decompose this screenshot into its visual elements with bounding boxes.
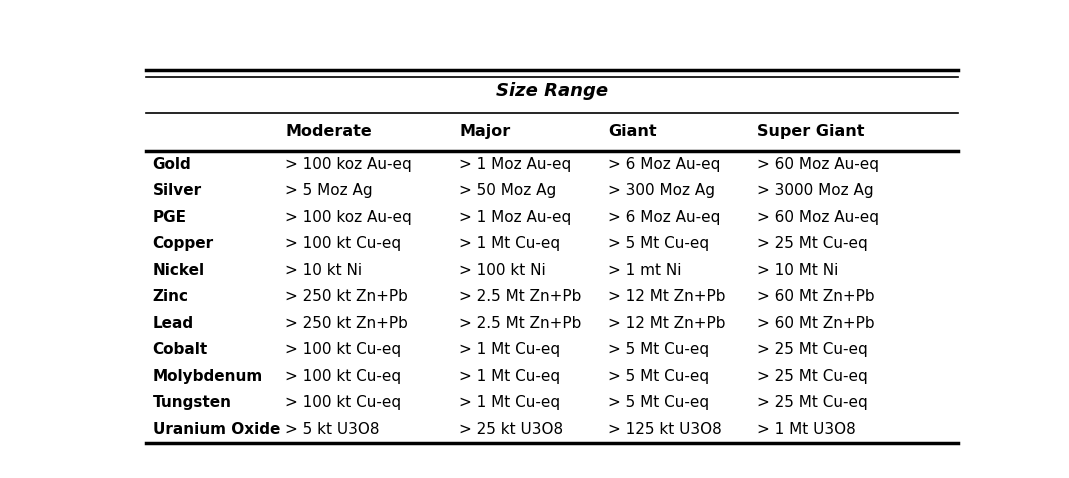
Text: > 25 Mt Cu-eq: > 25 Mt Cu-eq xyxy=(758,237,868,251)
Text: > 100 kt Cu-eq: > 100 kt Cu-eq xyxy=(285,237,401,251)
Text: > 5 kt U3O8: > 5 kt U3O8 xyxy=(285,422,379,437)
Text: > 1 Mt Cu-eq: > 1 Mt Cu-eq xyxy=(460,395,560,411)
Text: Moderate: Moderate xyxy=(285,124,372,140)
Text: > 250 kt Zn+Pb: > 250 kt Zn+Pb xyxy=(285,316,408,331)
Text: Nickel: Nickel xyxy=(153,263,205,278)
Text: > 1 Mt Cu-eq: > 1 Mt Cu-eq xyxy=(460,237,560,251)
Text: Gold: Gold xyxy=(153,157,191,172)
Text: Cobalt: Cobalt xyxy=(153,342,208,358)
Text: Zinc: Zinc xyxy=(153,290,189,304)
Text: Tungsten: Tungsten xyxy=(153,395,232,411)
Text: Giant: Giant xyxy=(608,124,657,140)
Text: > 6 Moz Au-eq: > 6 Moz Au-eq xyxy=(608,210,721,225)
Text: > 60 Mt Zn+Pb: > 60 Mt Zn+Pb xyxy=(758,316,876,331)
Text: > 100 kt Cu-eq: > 100 kt Cu-eq xyxy=(285,369,401,384)
Text: PGE: PGE xyxy=(153,210,187,225)
Text: > 1 Moz Au-eq: > 1 Moz Au-eq xyxy=(460,210,572,225)
Text: > 100 koz Au-eq: > 100 koz Au-eq xyxy=(285,157,412,172)
Text: > 5 Mt Cu-eq: > 5 Mt Cu-eq xyxy=(608,342,710,358)
Text: > 125 kt U3O8: > 125 kt U3O8 xyxy=(608,422,722,437)
Text: > 60 Mt Zn+Pb: > 60 Mt Zn+Pb xyxy=(758,290,876,304)
Text: > 250 kt Zn+Pb: > 250 kt Zn+Pb xyxy=(285,290,408,304)
Text: > 25 kt U3O8: > 25 kt U3O8 xyxy=(460,422,563,437)
Text: > 100 kt Cu-eq: > 100 kt Cu-eq xyxy=(285,395,401,411)
Text: Copper: Copper xyxy=(153,237,214,251)
Text: > 100 koz Au-eq: > 100 koz Au-eq xyxy=(285,210,412,225)
Text: > 10 Mt Ni: > 10 Mt Ni xyxy=(758,263,839,278)
Text: Uranium Oxide: Uranium Oxide xyxy=(153,422,280,437)
Text: > 60 Moz Au-eq: > 60 Moz Au-eq xyxy=(758,157,880,172)
Text: Super Giant: Super Giant xyxy=(758,124,865,140)
Text: > 6 Moz Au-eq: > 6 Moz Au-eq xyxy=(608,157,721,172)
Text: > 1 Mt U3O8: > 1 Mt U3O8 xyxy=(758,422,856,437)
Text: > 100 kt Cu-eq: > 100 kt Cu-eq xyxy=(285,342,401,358)
Text: > 5 Mt Cu-eq: > 5 Mt Cu-eq xyxy=(608,395,710,411)
Text: > 25 Mt Cu-eq: > 25 Mt Cu-eq xyxy=(758,342,868,358)
Text: > 2.5 Mt Zn+Pb: > 2.5 Mt Zn+Pb xyxy=(460,290,582,304)
Text: > 12 Mt Zn+Pb: > 12 Mt Zn+Pb xyxy=(608,316,726,331)
Text: > 100 kt Ni: > 100 kt Ni xyxy=(460,263,546,278)
Text: > 50 Moz Ag: > 50 Moz Ag xyxy=(460,184,557,198)
Text: > 1 Moz Au-eq: > 1 Moz Au-eq xyxy=(460,157,572,172)
Text: > 10 kt Ni: > 10 kt Ni xyxy=(285,263,362,278)
Text: Major: Major xyxy=(460,124,511,140)
Text: Lead: Lead xyxy=(153,316,193,331)
Text: Molybdenum: Molybdenum xyxy=(153,369,263,384)
Text: Silver: Silver xyxy=(153,184,202,198)
Text: > 3000 Moz Ag: > 3000 Moz Ag xyxy=(758,184,874,198)
Text: > 1 Mt Cu-eq: > 1 Mt Cu-eq xyxy=(460,342,560,358)
Text: > 12 Mt Zn+Pb: > 12 Mt Zn+Pb xyxy=(608,290,726,304)
Text: > 5 Mt Cu-eq: > 5 Mt Cu-eq xyxy=(608,369,710,384)
Text: > 1 mt Ni: > 1 mt Ni xyxy=(608,263,682,278)
Text: > 5 Moz Ag: > 5 Moz Ag xyxy=(285,184,373,198)
Text: Size Range: Size Range xyxy=(496,82,608,100)
Text: > 1 Mt Cu-eq: > 1 Mt Cu-eq xyxy=(460,369,560,384)
Text: > 25 Mt Cu-eq: > 25 Mt Cu-eq xyxy=(758,395,868,411)
Text: > 300 Moz Ag: > 300 Moz Ag xyxy=(608,184,715,198)
Text: > 2.5 Mt Zn+Pb: > 2.5 Mt Zn+Pb xyxy=(460,316,582,331)
Text: > 25 Mt Cu-eq: > 25 Mt Cu-eq xyxy=(758,369,868,384)
Text: > 60 Moz Au-eq: > 60 Moz Au-eq xyxy=(758,210,880,225)
Text: > 5 Mt Cu-eq: > 5 Mt Cu-eq xyxy=(608,237,710,251)
